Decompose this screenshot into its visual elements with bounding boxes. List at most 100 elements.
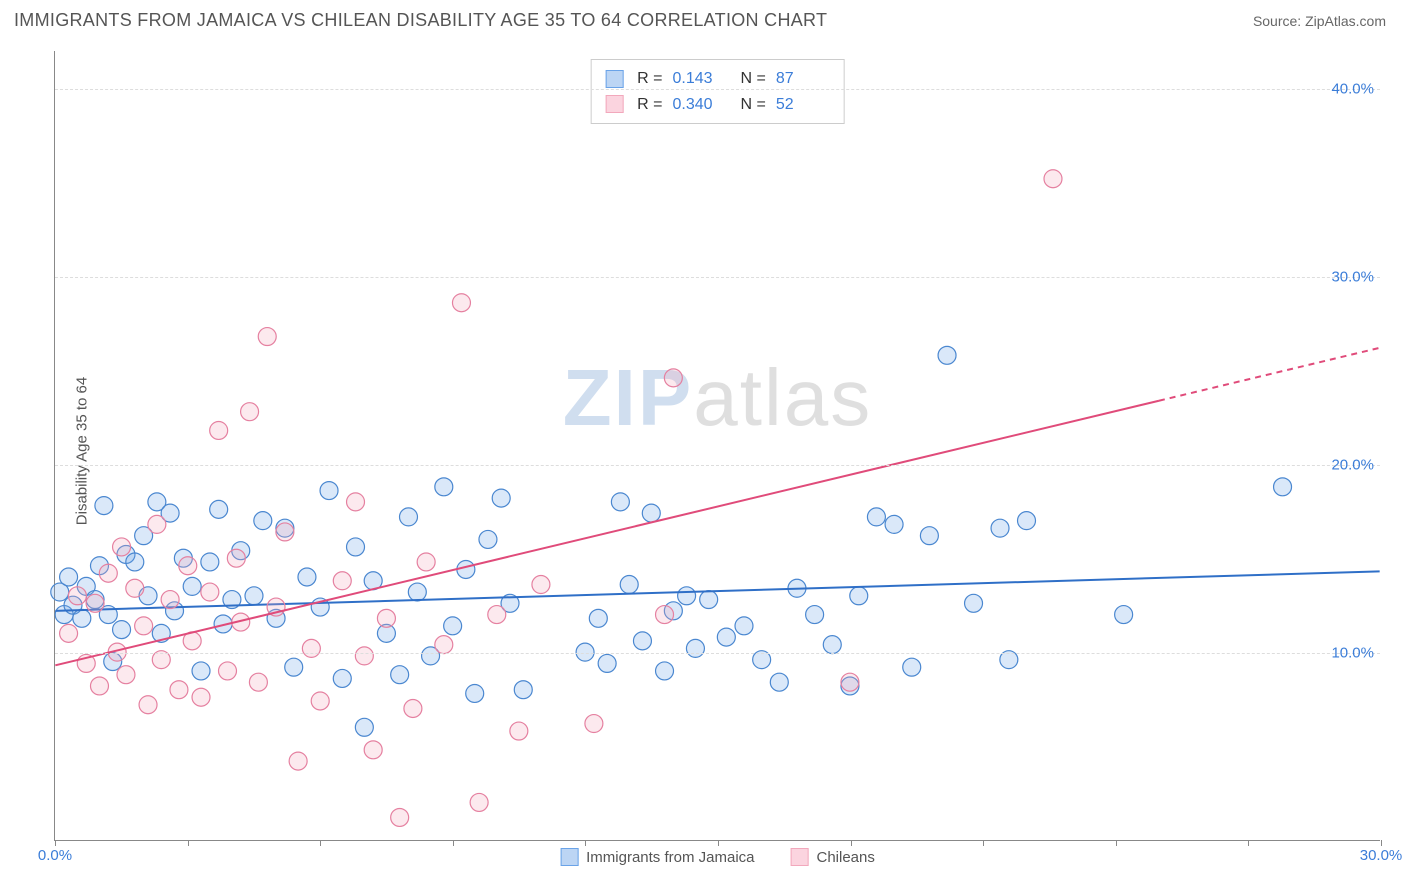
data-point — [510, 722, 528, 740]
data-point — [347, 538, 365, 556]
data-point — [355, 647, 373, 665]
data-point — [452, 294, 470, 312]
gridline — [55, 89, 1380, 90]
data-point — [364, 741, 382, 759]
chart-source: Source: ZipAtlas.com — [1253, 13, 1386, 29]
data-point — [391, 666, 409, 684]
data-point — [90, 677, 108, 695]
data-point — [227, 549, 245, 567]
data-point — [289, 752, 307, 770]
plot-svg — [55, 51, 1380, 840]
data-point — [991, 519, 1009, 537]
data-point — [479, 530, 497, 548]
x-tick-label: 0.0% — [38, 847, 72, 864]
data-point — [126, 579, 144, 597]
data-point — [620, 576, 638, 594]
data-point — [285, 658, 303, 676]
data-point — [126, 553, 144, 571]
y-tick-label: 10.0% — [1331, 644, 1374, 661]
x-tick — [983, 840, 984, 846]
x-tick — [851, 840, 852, 846]
data-point — [841, 673, 859, 691]
data-point — [417, 553, 435, 571]
data-point — [210, 421, 228, 439]
data-point — [965, 594, 983, 612]
data-point — [86, 594, 104, 612]
data-point — [435, 636, 453, 654]
data-point — [302, 639, 320, 657]
data-point — [219, 662, 237, 680]
r-label: R = — [637, 92, 662, 118]
r-value: 0.340 — [673, 92, 727, 118]
data-point — [60, 624, 78, 642]
data-point — [254, 512, 272, 530]
data-point — [1044, 170, 1062, 188]
data-point — [656, 606, 674, 624]
x-tick — [453, 840, 454, 846]
x-tick-label: 30.0% — [1360, 847, 1403, 864]
data-point — [148, 515, 166, 533]
x-tick — [188, 840, 189, 846]
y-tick-label: 40.0% — [1331, 80, 1374, 97]
data-point — [642, 504, 660, 522]
y-tick-label: 30.0% — [1331, 268, 1374, 285]
data-point — [532, 576, 550, 594]
legend-label: Chileans — [817, 849, 875, 866]
data-point — [686, 639, 704, 657]
bottom-legend: Immigrants from JamaicaChileans — [560, 848, 875, 866]
legend-item: Chileans — [791, 848, 875, 866]
data-point — [249, 673, 267, 691]
data-point — [457, 560, 475, 578]
data-point — [867, 508, 885, 526]
data-point — [717, 628, 735, 646]
n-value: 52 — [776, 92, 830, 118]
legend-swatch — [791, 848, 809, 866]
data-point — [68, 587, 86, 605]
data-point — [1018, 512, 1036, 530]
legend-swatch — [605, 70, 623, 88]
data-point — [241, 403, 259, 421]
data-point — [664, 369, 682, 387]
x-tick — [320, 840, 321, 846]
data-point — [179, 557, 197, 575]
data-point — [210, 500, 228, 518]
data-point — [139, 696, 157, 714]
data-point — [201, 583, 219, 601]
x-tick — [718, 840, 719, 846]
data-point — [400, 508, 418, 526]
data-point — [347, 493, 365, 511]
data-point — [117, 666, 135, 684]
data-point — [806, 606, 824, 624]
data-point — [99, 564, 117, 582]
data-point — [333, 572, 351, 590]
data-point — [589, 609, 607, 627]
data-point — [598, 654, 616, 672]
gridline — [55, 277, 1380, 278]
data-point — [113, 538, 131, 556]
trend-line-dashed — [1159, 348, 1380, 401]
data-point — [276, 523, 294, 541]
data-point — [135, 617, 153, 635]
x-tick — [55, 840, 56, 846]
n-label: N = — [741, 92, 766, 118]
data-point — [823, 636, 841, 654]
data-point — [170, 681, 188, 699]
legend-swatch — [605, 95, 623, 113]
data-point — [700, 591, 718, 609]
data-point — [611, 493, 629, 511]
gridline — [55, 465, 1380, 466]
data-point — [735, 617, 753, 635]
data-point — [377, 609, 395, 627]
data-point — [920, 527, 938, 545]
data-point — [192, 662, 210, 680]
data-point — [585, 715, 603, 733]
data-point — [466, 684, 484, 702]
data-point — [408, 583, 426, 601]
data-point — [183, 577, 201, 595]
x-tick — [585, 840, 586, 846]
data-point — [201, 553, 219, 571]
data-point — [514, 681, 532, 699]
plot-area: ZIPatlas R =0.143N =87R =0.340N =52 Immi… — [54, 51, 1380, 841]
data-point — [633, 632, 651, 650]
data-point — [656, 662, 674, 680]
